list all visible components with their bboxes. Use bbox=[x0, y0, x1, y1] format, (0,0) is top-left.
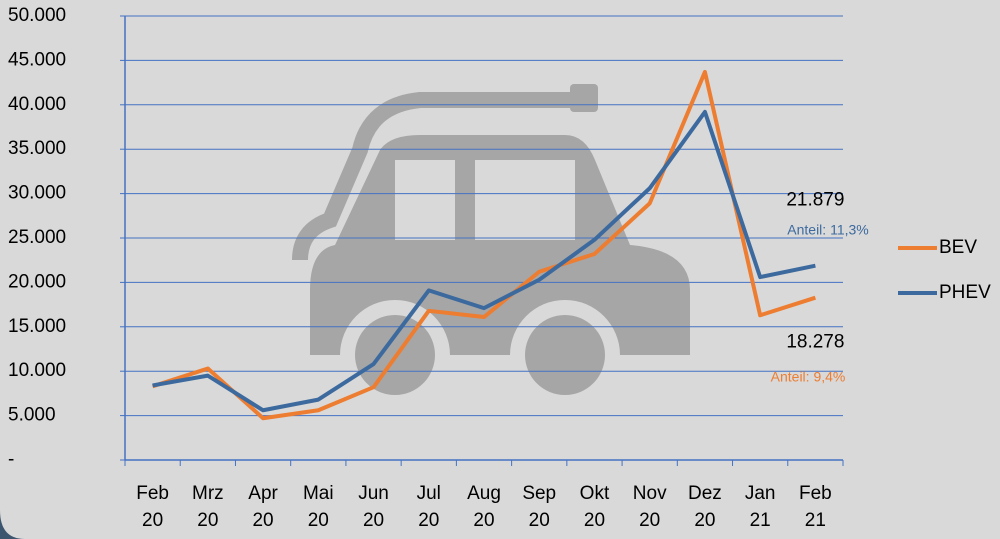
y-tick-label: - bbox=[8, 449, 14, 470]
legend-label: PHEV bbox=[939, 282, 991, 303]
x-tick-label: Jul 20 bbox=[407, 480, 451, 534]
x-tick-label: Okt 20 bbox=[572, 480, 616, 534]
x-tick-label: Nov 20 bbox=[628, 480, 672, 534]
x-tick-label: Jun 20 bbox=[352, 480, 396, 534]
background-car-icon bbox=[300, 84, 690, 410]
value-label: 18.278 bbox=[786, 332, 844, 353]
chart: - 5.000 10.000 15.000 20.000 25.000 30.000 35.0… bbox=[0, 0, 1000, 539]
y-tick-label: 45.000 bbox=[8, 49, 66, 70]
x-tick-label: Jan 21 bbox=[738, 480, 782, 534]
y-tick-label: 35.000 bbox=[8, 138, 66, 159]
annotation: Anteil: 9,4% bbox=[771, 369, 846, 385]
y-tick-label: 40.000 bbox=[8, 94, 66, 115]
x-tick-label: Apr 20 bbox=[241, 480, 285, 534]
corner-decoration bbox=[0, 510, 25, 539]
y-tick-label: 5.000 bbox=[8, 405, 56, 426]
x-tick-label: Aug 20 bbox=[462, 480, 506, 534]
x-tick-label: Feb 21 bbox=[793, 480, 837, 534]
x-tick-label: Mai 20 bbox=[296, 480, 340, 534]
y-tick-label: 25.000 bbox=[8, 227, 66, 248]
y-tick-label: 50.000 bbox=[8, 5, 66, 26]
y-tick-label: 15.000 bbox=[8, 316, 66, 337]
value-label: 21.879 bbox=[786, 190, 844, 211]
y-tick-label: 30.000 bbox=[8, 183, 66, 204]
legend-label: BEV bbox=[939, 237, 977, 258]
x-tick-label: Mrz 20 bbox=[186, 480, 230, 534]
x-tick-label: Sep 20 bbox=[517, 480, 561, 534]
annotation: Anteil: 11,3% bbox=[787, 222, 868, 238]
x-tick-label: Feb 20 bbox=[131, 480, 175, 534]
x-tick-label: Dez 20 bbox=[683, 480, 727, 534]
y-tick-label: 10.000 bbox=[8, 360, 66, 381]
y-tick-label: 20.000 bbox=[8, 271, 66, 292]
chart-container: - 5.000 10.000 15.000 20.000 25.000 30.000 35.0… bbox=[0, 0, 1000, 539]
